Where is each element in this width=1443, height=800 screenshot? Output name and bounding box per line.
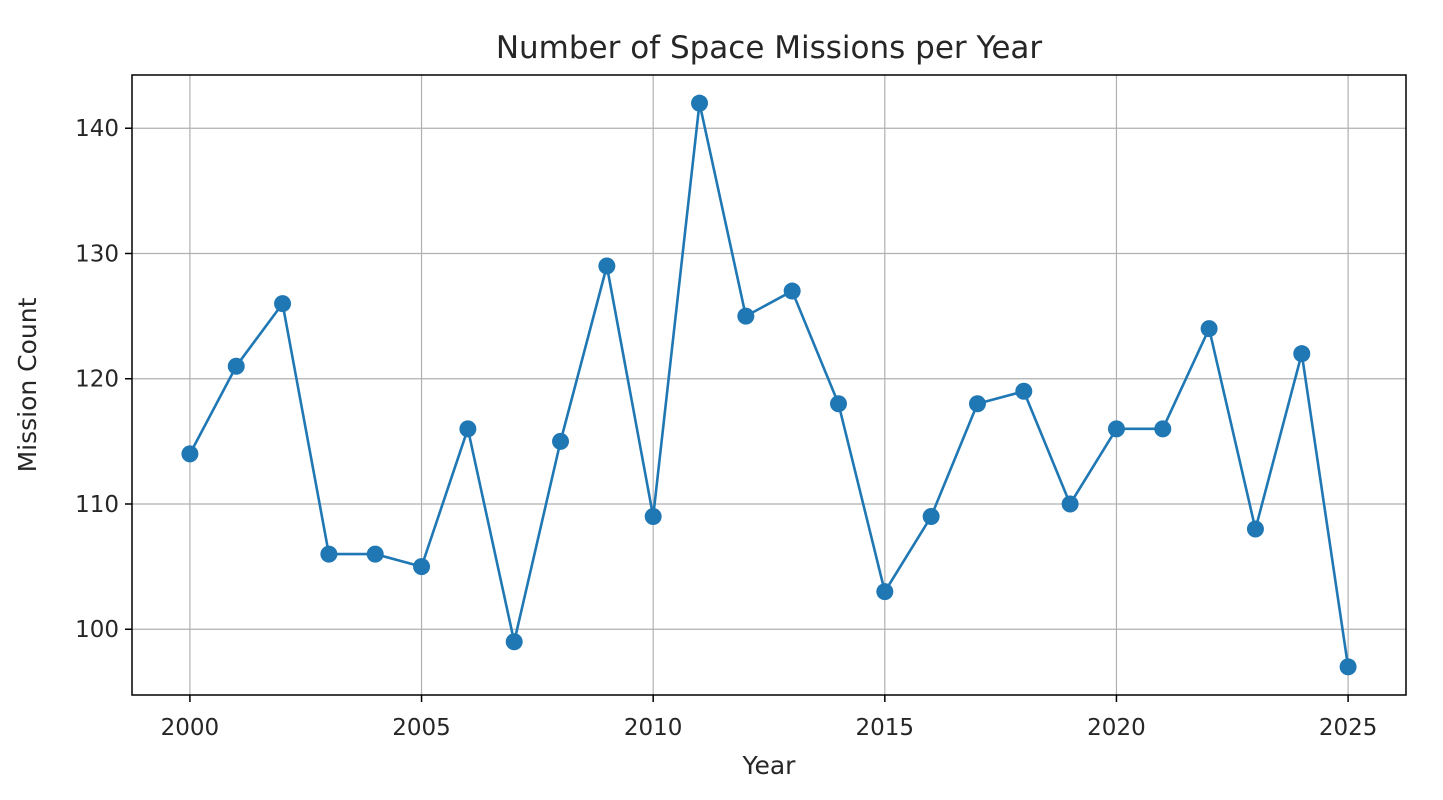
data-point <box>1154 420 1172 438</box>
x-tick-label: 2025 <box>1319 715 1378 741</box>
data-point <box>505 633 523 651</box>
chart-title: Number of Space Missions per Year <box>496 30 1043 66</box>
x-tick-label: 2005 <box>392 715 451 741</box>
x-tick-label: 2020 <box>1087 715 1146 741</box>
y-tick-label: 120 <box>75 367 119 393</box>
data-point <box>691 94 709 112</box>
y-tick-label: 100 <box>75 617 119 643</box>
data-point <box>274 295 292 313</box>
data-point <box>644 508 662 526</box>
data-point <box>737 307 755 325</box>
data-point <box>227 357 245 375</box>
data-point <box>829 395 847 413</box>
y-axis-label: Mission Count <box>13 297 42 472</box>
data-point <box>1107 420 1125 438</box>
data-point <box>459 420 477 438</box>
data-point <box>1339 658 1357 676</box>
x-axis-label: Year <box>742 751 797 780</box>
y-tick-label: 140 <box>75 116 119 142</box>
data-point <box>413 558 431 576</box>
data-point <box>1061 495 1079 513</box>
data-point <box>366 545 384 563</box>
data-point <box>1200 320 1218 338</box>
y-tick-label: 130 <box>75 241 119 267</box>
data-point <box>1015 382 1033 400</box>
axis-ticks: 2000 2005 2010 2015 2020 2025 100 110 120 130 140 <box>75 116 1377 741</box>
data-point <box>783 282 801 300</box>
data-point <box>1246 520 1264 538</box>
data-point <box>598 257 616 275</box>
x-tick-label: 2010 <box>624 715 683 741</box>
data-point <box>876 583 894 601</box>
data-point <box>922 508 940 526</box>
data-point <box>1293 345 1311 363</box>
x-tick-label: 2000 <box>161 715 220 741</box>
data-series <box>181 94 1357 676</box>
plot-frame <box>131 74 1407 696</box>
data-point <box>968 395 986 413</box>
x-tick-label: 2015 <box>856 715 915 741</box>
data-point <box>552 432 570 450</box>
data-point <box>181 445 199 463</box>
y-tick-label: 110 <box>75 492 119 518</box>
data-point <box>320 545 338 563</box>
grid-lines <box>132 75 1406 695</box>
